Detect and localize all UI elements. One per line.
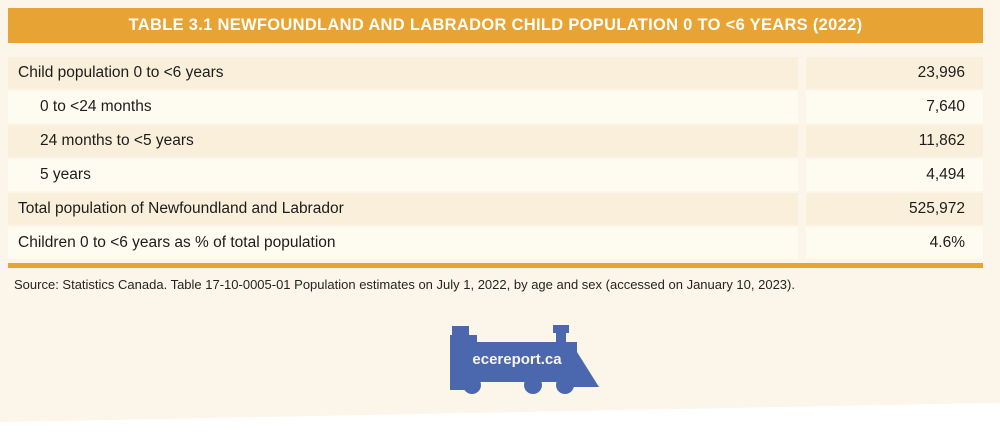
row-label: Child population 0 to <6 years <box>8 57 798 89</box>
table-title-bar: TABLE 3.1 NEWFOUNDLAND AND LABRADOR CHIL… <box>8 8 983 43</box>
table-title: TABLE 3.1 NEWFOUNDLAND AND LABRADOR CHIL… <box>128 16 863 34</box>
row-label: 24 months to <5 years <box>8 125 798 157</box>
row-label: 5 years <box>8 159 798 191</box>
source-note: Source: Statistics Canada. Table 17-10-0… <box>14 277 795 292</box>
train-icon: ecereport.ca <box>450 325 599 394</box>
bottom-white-wedge <box>0 402 1000 435</box>
table-row: Children 0 to <6 years as % of total pop… <box>8 227 983 259</box>
row-value: 23,996 <box>806 57 983 89</box>
table-row: 5 years 4,494 <box>8 159 983 191</box>
logo-text: ecereport.ca <box>472 351 562 368</box>
table-row: 0 to <24 months 7,640 <box>8 91 983 123</box>
row-value: 7,640 <box>806 91 983 123</box>
ecereport-train-logo: ecereport.ca <box>448 318 603 398</box>
row-label: Total population of Newfoundland and Lab… <box>8 193 798 225</box>
table-row: Total population of Newfoundland and Lab… <box>8 193 983 225</box>
population-table: Child population 0 to <6 years 23,996 0 … <box>8 57 983 261</box>
row-value: 525,972 <box>806 193 983 225</box>
table-row: 24 months to <5 years 11,862 <box>8 125 983 157</box>
table-row: Child population 0 to <6 years 23,996 <box>8 57 983 89</box>
row-value: 11,862 <box>806 125 983 157</box>
row-label: Children 0 to <6 years as % of total pop… <box>8 227 798 259</box>
row-label: 0 to <24 months <box>8 91 798 123</box>
row-value: 4.6% <box>806 227 983 259</box>
gold-divider-rule <box>8 263 983 268</box>
row-value: 4,494 <box>806 159 983 191</box>
